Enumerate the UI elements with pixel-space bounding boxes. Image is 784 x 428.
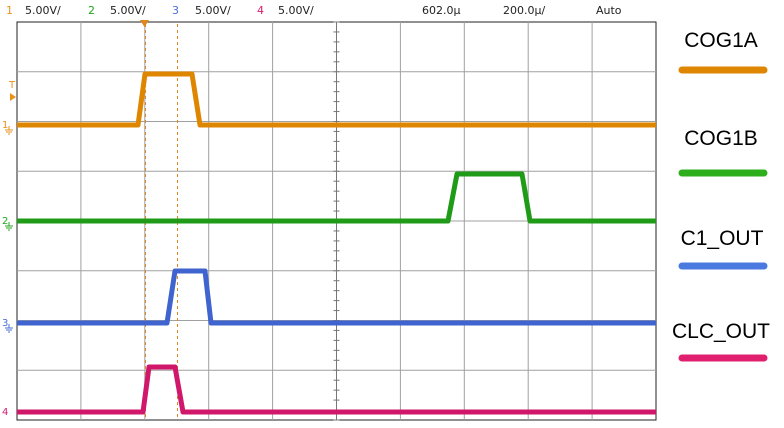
ch1-number: 1	[6, 4, 13, 17]
ch1-ground-icon	[5, 126, 13, 135]
trigger-level-icon	[10, 93, 16, 101]
ch3-scale: 5.00V/	[195, 4, 231, 17]
header-bar: 1 5.00V/ 2 5.00V/ 3 5.00V/ 4 5.00V/ 602.…	[6, 4, 622, 17]
ch3-ground-icon	[5, 324, 13, 333]
trace-ch3	[17, 268, 656, 326]
legend-label-cog1a: COG1A	[684, 29, 758, 52]
waveform-cog1a	[17, 71, 656, 128]
trace-ch2	[17, 171, 656, 224]
waveform-c1-out	[17, 268, 656, 326]
trigger-level-label: T	[8, 80, 16, 91]
ch4-number: 4	[257, 4, 264, 17]
ch2-ground-label: 2	[2, 216, 8, 227]
waveform-clc-out	[17, 364, 656, 415]
legend-label-clc-out: CLC_OUT	[672, 320, 770, 343]
timebase-position: 602.0µ	[422, 4, 461, 17]
ch4-scale: 5.00V/	[278, 4, 314, 17]
legend: COG1A COG1B C1_OUT CLC_OUT	[672, 29, 770, 362]
trace-ch4	[17, 364, 656, 415]
legend-label-cog1b: COG1B	[684, 127, 758, 150]
ch1-scale: 5.00V/	[25, 4, 61, 17]
timebase-scale: 200.0µ/	[503, 4, 545, 17]
ch1-ground-label: 1	[2, 120, 8, 131]
legend-label-c1-out: C1_OUT	[681, 227, 764, 250]
trigger-position-icon	[140, 20, 149, 27]
ch3-ground-label: 3	[2, 318, 8, 329]
waveform-cog1b	[17, 171, 656, 224]
trigger-mode: Auto	[596, 4, 622, 17]
trace-ch1	[17, 71, 656, 128]
ch3-number: 3	[172, 4, 179, 17]
ch4-ground-label: 4	[2, 407, 8, 418]
channel-markers: T 1 2 3 4	[2, 80, 16, 418]
ch2-number: 2	[88, 4, 95, 17]
ch2-scale: 5.00V/	[110, 4, 146, 17]
ch2-ground-icon	[5, 222, 13, 231]
